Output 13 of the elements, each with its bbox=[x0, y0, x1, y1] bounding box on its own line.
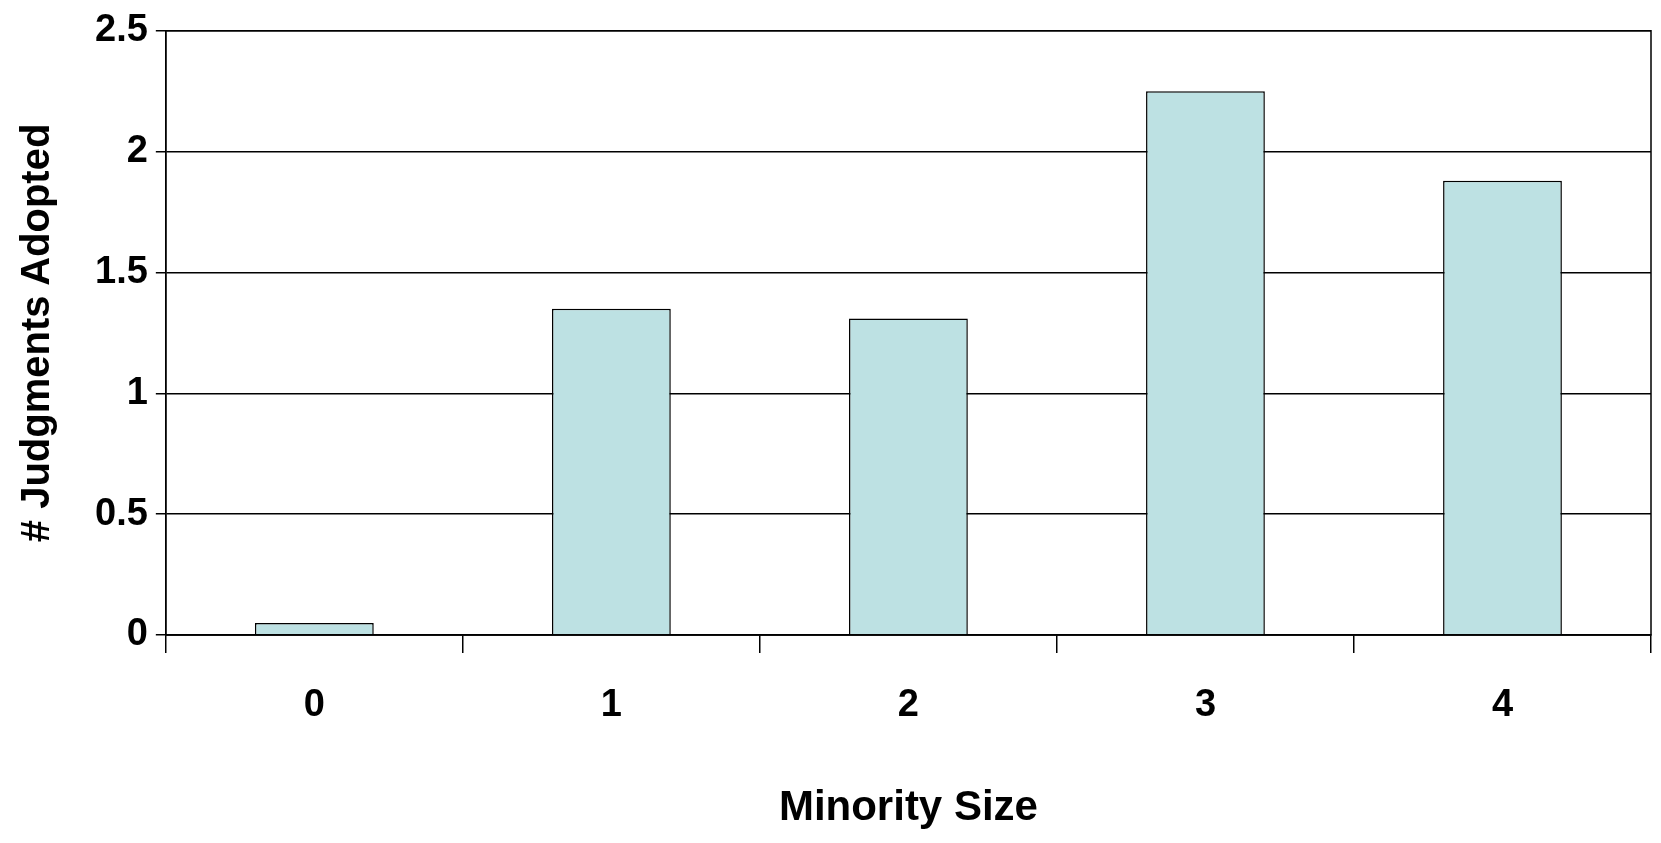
x-tick-label: 1 bbox=[600, 682, 622, 725]
x-tick-label: 3 bbox=[1194, 682, 1217, 725]
y-tick-label: 2 bbox=[126, 128, 148, 171]
y-tick-label: 0 bbox=[126, 611, 148, 654]
x-axis-title: Minority Size bbox=[778, 782, 1038, 830]
y-tick-label: 1.5 bbox=[95, 248, 148, 291]
x-tick-label: 4 bbox=[1491, 682, 1514, 725]
y-tick-label: 2.5 bbox=[95, 7, 148, 50]
x-tick-label: 2 bbox=[897, 682, 919, 725]
x-tick-label: 0 bbox=[303, 682, 325, 725]
y-tick-label: 0.5 bbox=[95, 490, 148, 533]
y-axis-title: # Judgments Adopted bbox=[13, 123, 58, 543]
y-tick-label: 1 bbox=[126, 369, 148, 412]
